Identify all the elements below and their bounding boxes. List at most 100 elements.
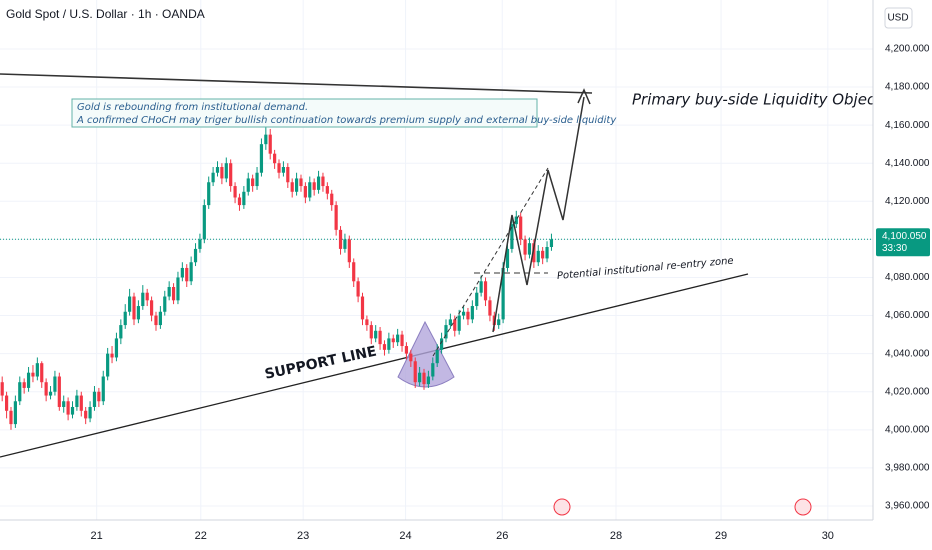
x-tick-label: 24: [399, 530, 411, 542]
candle-body: [378, 330, 382, 345]
candle-body: [470, 306, 474, 320]
currency-button[interactable]: [884, 7, 913, 29]
note-box: [71, 98, 538, 128]
candle-body: [396, 334, 400, 343]
candle-body: [251, 178, 255, 187]
candle-body: [193, 248, 198, 263]
candle-body: [422, 372, 426, 385]
candle-body: [264, 134, 268, 145]
candle-body: [541, 250, 545, 259]
candle-body: [75, 395, 79, 407]
candle-body: [106, 353, 110, 377]
candle-body: [48, 391, 53, 396]
candle-body: [510, 224, 514, 249]
candle-body: [163, 296, 167, 312]
candle-body: [365, 319, 369, 326]
support-line: [0, 273, 749, 458]
candle-body: [497, 319, 501, 326]
candle-body: [171, 286, 176, 301]
candle-body: [18, 382, 22, 402]
candle-body: [224, 163, 228, 179]
candle-body: [431, 363, 435, 377]
candle-body: [167, 286, 171, 297]
candle-body: [290, 182, 294, 192]
candle-body: [448, 319, 452, 326]
candle-body: [413, 361, 417, 383]
x-tick-label: 30: [822, 530, 834, 542]
candle-body: [382, 344, 387, 350]
y-tick-label: 4,180.000: [885, 82, 930, 93]
event-icon[interactable]: [553, 498, 571, 516]
note-text: Gold is rebounding from institutional de…: [77, 102, 308, 113]
x-tick-label: 23: [297, 530, 309, 542]
y-tick-label: 4,020.000: [885, 386, 930, 397]
candle-body: [268, 134, 272, 154]
candle-body: [22, 382, 26, 388]
axis-labels: 3,960.000 3,980.000 4,000.000 4,020.000 4,04…: [91, 44, 930, 542]
candle-body: [281, 167, 286, 173]
candle-body: [88, 406, 92, 419]
candle-body: [479, 281, 483, 293]
candle-body: [70, 406, 75, 415]
candle-body: [461, 311, 466, 316]
candle-body: [123, 311, 127, 326]
y-tick-label: 4,160.000: [885, 120, 930, 131]
y-tick-label: 4,060.000: [885, 310, 930, 321]
candle-body: [439, 338, 444, 350]
candle-body: [158, 311, 162, 326]
candle-body: [466, 311, 470, 320]
candle-body: [277, 163, 281, 173]
candle-body: [391, 338, 395, 343]
candle-body: [220, 167, 224, 179]
candle-body: [114, 338, 119, 358]
candle-body: [259, 144, 264, 173]
note-text: A confirmed CHoCH may triger bullish con…: [76, 115, 617, 126]
candle-body: [0, 382, 4, 396]
candle-body: [4, 395, 9, 411]
candle-body: [418, 372, 422, 383]
candle-body: [501, 267, 505, 320]
candle-body: [453, 319, 457, 331]
resistance-line: [0, 73, 593, 94]
candle-body: [426, 376, 431, 385]
candle-body: [233, 186, 237, 198]
countdown-label: 33:30: [882, 243, 907, 254]
candle-body: [387, 338, 391, 350]
candle-body: [202, 205, 206, 240]
y-tick-label: 4,000.000: [885, 424, 930, 435]
candle-body: [149, 300, 154, 316]
candle-body: [404, 346, 409, 354]
candle-body: [312, 182, 316, 190]
candle-body: [316, 176, 321, 190]
candle-body: [321, 176, 325, 187]
candle-body: [347, 239, 351, 263]
arrow-head: [577, 88, 591, 105]
candle-body: [294, 178, 299, 192]
objective-label: Primary buy-side Liquidity Objective: [632, 91, 903, 109]
candle-body: [84, 410, 88, 419]
candle-body: [475, 292, 479, 307]
candle-body: [334, 205, 338, 230]
y-tick-label: 4,120.000: [885, 196, 930, 207]
candle-body: [246, 178, 250, 192]
projection-path: [492, 96, 585, 333]
candle-body: [141, 292, 145, 307]
candle-body: [532, 243, 536, 263]
last-price-label: 4,100.050: [882, 231, 927, 242]
x-tick-label: 22: [195, 530, 207, 542]
y-tick-label: 3,980.000: [885, 463, 930, 474]
candle-body: [488, 300, 492, 316]
candle-body: [132, 296, 136, 320]
candle-body: [237, 197, 242, 206]
candle-body: [57, 376, 61, 407]
candle-body: [180, 267, 184, 278]
candle-body: [44, 382, 48, 396]
candle-body: [154, 315, 158, 326]
candle-body: [356, 281, 360, 297]
candle-body: [211, 172, 215, 183]
event-icon[interactable]: [794, 498, 812, 516]
candle-body: [255, 172, 259, 187]
candle-body: [92, 391, 97, 407]
candle-body: [215, 167, 220, 173]
candle-body: [40, 363, 44, 383]
